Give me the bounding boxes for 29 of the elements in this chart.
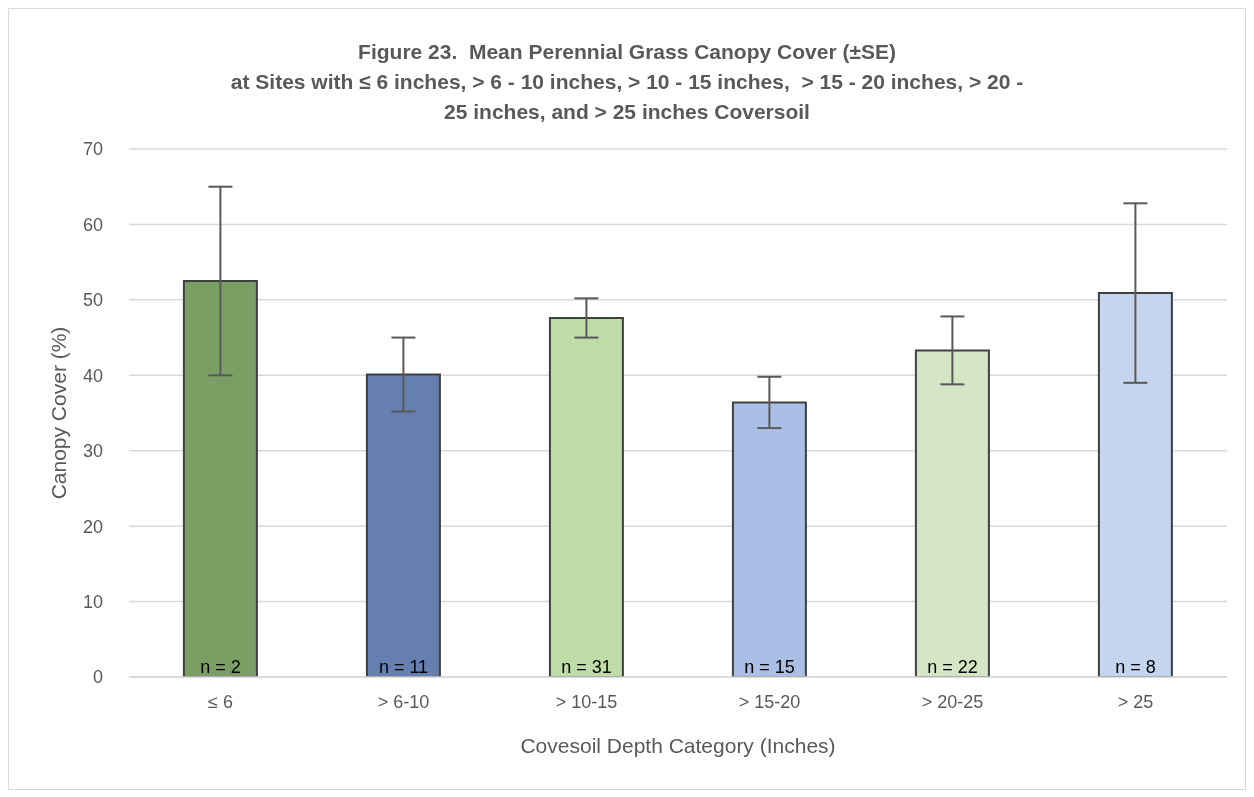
x-tick-label: ≤ 6 <box>208 691 233 712</box>
bar <box>1097 292 1173 677</box>
bar <box>182 280 258 677</box>
annotation: n = 11 <box>378 657 429 677</box>
annotation: n = 31 <box>561 657 612 677</box>
annotation: n = 2 <box>200 657 241 677</box>
annotation: n = 22 <box>927 657 978 677</box>
y-tick-label: 50 <box>82 290 103 311</box>
bar <box>914 349 990 677</box>
x-axis-title: Covesoil Depth Category (Inches) <box>520 734 836 757</box>
x-tick-label: > 20-25 <box>921 691 984 712</box>
chart-title: Figure 23. Mean Perennial Grass Canopy Cover (±SE) at Sites with ≤ 6 inches, > 6 - 10 inches, > 10 - 15 inches, > 15 - 20 inches, > 20 - 25 inches, and > 25 inches Coversoil <box>229 39 1025 125</box>
bar <box>731 401 807 677</box>
bar <box>365 373 441 677</box>
annotation: n = 8 <box>1115 657 1156 677</box>
y-axis-title: Canopy Cover (%) <box>47 326 71 500</box>
y-tick-label: 40 <box>82 365 103 386</box>
bar <box>548 316 624 677</box>
y-tick-label: 10 <box>82 591 103 612</box>
x-tick-label: > 15-20 <box>738 691 801 712</box>
x-tick-label: > 6-10 <box>377 691 430 712</box>
annotation: n = 15 <box>744 657 795 677</box>
y-tick-label: 60 <box>82 214 103 235</box>
y-tick-label: 30 <box>82 441 103 462</box>
y-tick-label: 20 <box>82 516 103 537</box>
x-tick-label: > 10-15 <box>555 691 618 712</box>
y-tick-label: 70 <box>82 139 103 160</box>
x-tick-label: > 25 <box>1117 691 1154 712</box>
y-tick-label: 0 <box>92 667 103 688</box>
